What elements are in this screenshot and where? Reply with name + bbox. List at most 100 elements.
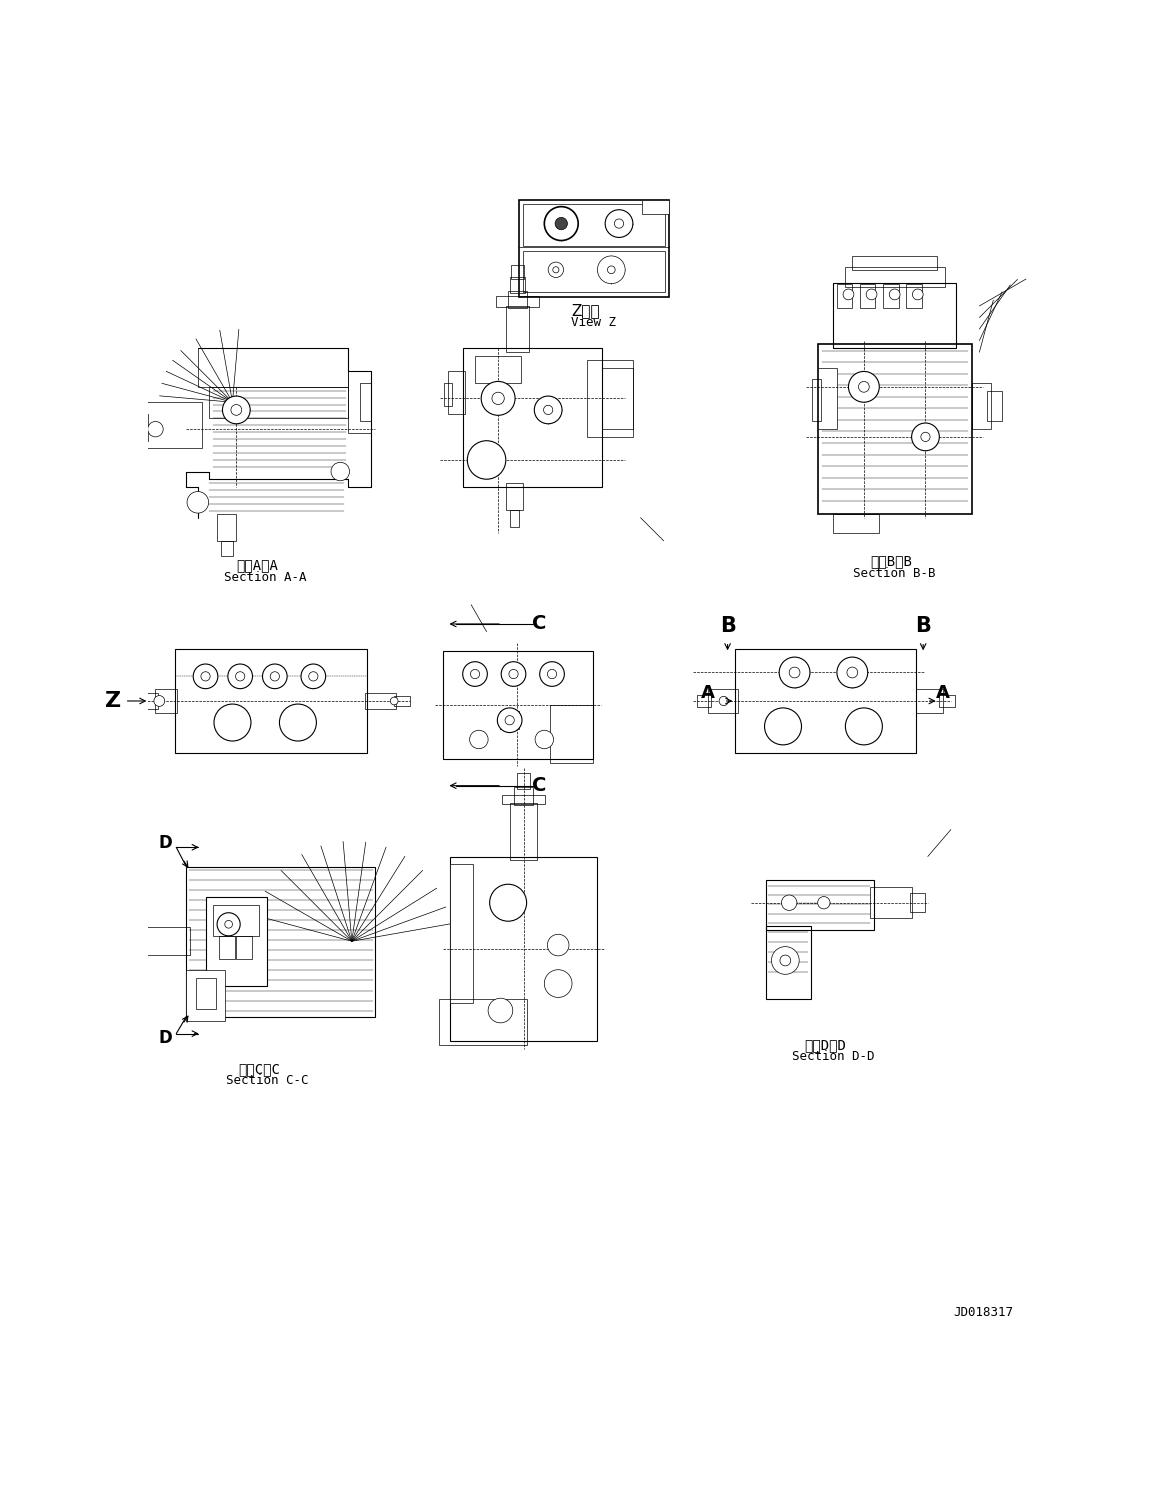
- Bar: [496, 295, 539, 307]
- Bar: [917, 689, 943, 713]
- Bar: [510, 510, 519, 526]
- Bar: [213, 905, 260, 936]
- Circle shape: [308, 672, 318, 681]
- Circle shape: [789, 666, 800, 678]
- Bar: [817, 344, 971, 514]
- Text: 断面D－D: 断面D－D: [804, 1038, 846, 1053]
- Circle shape: [859, 382, 869, 392]
- Circle shape: [848, 371, 880, 403]
- Circle shape: [489, 884, 526, 921]
- Bar: [510, 802, 538, 860]
- Bar: [348, 371, 371, 432]
- Bar: [860, 285, 875, 307]
- Text: D: D: [159, 835, 173, 853]
- Bar: [523, 204, 665, 246]
- Bar: [198, 349, 348, 386]
- Text: 断面A－A: 断面A－A: [236, 559, 278, 573]
- Circle shape: [597, 256, 625, 283]
- Bar: [833, 283, 956, 349]
- Bar: [505, 306, 529, 352]
- Bar: [870, 887, 912, 918]
- Bar: [74, 935, 83, 947]
- Bar: [464, 349, 602, 488]
- Circle shape: [471, 669, 480, 678]
- Circle shape: [843, 289, 854, 300]
- Text: B: B: [720, 616, 736, 637]
- Circle shape: [481, 382, 515, 416]
- Bar: [82, 932, 100, 950]
- Bar: [155, 689, 177, 713]
- Bar: [439, 999, 527, 1045]
- Text: 断面B－B: 断面B－B: [870, 555, 912, 568]
- Circle shape: [223, 397, 250, 423]
- Bar: [394, 696, 409, 705]
- Circle shape: [534, 397, 562, 423]
- Circle shape: [497, 708, 522, 732]
- Bar: [217, 514, 236, 541]
- Circle shape: [225, 920, 233, 927]
- Text: Z: Z: [105, 690, 122, 711]
- Circle shape: [462, 662, 487, 686]
- Text: C: C: [532, 614, 546, 634]
- Circle shape: [491, 392, 504, 404]
- Text: 断面C－C: 断面C－C: [239, 1062, 280, 1077]
- Circle shape: [194, 663, 218, 689]
- Text: Section B-B: Section B-B: [853, 567, 936, 580]
- Circle shape: [467, 441, 505, 479]
- Bar: [766, 880, 874, 930]
- Circle shape: [331, 462, 350, 480]
- Bar: [443, 652, 593, 759]
- Bar: [132, 414, 148, 441]
- Circle shape: [544, 406, 553, 414]
- Bar: [586, 359, 633, 437]
- Circle shape: [279, 704, 316, 741]
- Circle shape: [866, 289, 877, 300]
- Circle shape: [772, 947, 800, 974]
- Bar: [766, 926, 811, 999]
- Bar: [175, 650, 367, 753]
- Text: Z　視: Z 視: [571, 303, 600, 318]
- Bar: [833, 514, 880, 534]
- Text: View Z: View Z: [571, 316, 617, 330]
- Circle shape: [912, 423, 939, 450]
- Bar: [121, 416, 134, 425]
- Circle shape: [509, 669, 518, 678]
- Circle shape: [540, 662, 564, 686]
- Bar: [196, 978, 216, 1009]
- Circle shape: [845, 708, 882, 746]
- Bar: [708, 689, 737, 713]
- Circle shape: [547, 669, 556, 678]
- Bar: [451, 856, 597, 1041]
- Bar: [811, 379, 821, 422]
- Bar: [210, 386, 348, 417]
- Bar: [508, 291, 526, 307]
- Circle shape: [781, 895, 797, 911]
- Circle shape: [547, 935, 569, 956]
- Bar: [845, 267, 945, 286]
- Circle shape: [780, 956, 790, 966]
- Text: Section A-A: Section A-A: [224, 571, 306, 583]
- Bar: [205, 898, 267, 986]
- Circle shape: [553, 267, 559, 273]
- Bar: [187, 971, 225, 1020]
- Text: JD018317: JD018317: [953, 1306, 1013, 1320]
- Bar: [502, 795, 545, 804]
- Bar: [602, 368, 633, 429]
- Bar: [97, 927, 190, 956]
- Circle shape: [535, 731, 554, 748]
- Bar: [515, 787, 533, 805]
- Bar: [236, 936, 252, 959]
- Circle shape: [607, 265, 615, 274]
- Text: B: B: [916, 616, 931, 637]
- Bar: [971, 383, 991, 429]
- Circle shape: [548, 262, 563, 277]
- Circle shape: [912, 289, 924, 300]
- Bar: [883, 285, 898, 307]
- Circle shape: [765, 708, 802, 746]
- Bar: [697, 695, 710, 707]
- Bar: [519, 200, 669, 297]
- Circle shape: [187, 492, 209, 513]
- Text: A: A: [935, 684, 949, 702]
- Circle shape: [889, 289, 901, 300]
- Circle shape: [148, 422, 163, 437]
